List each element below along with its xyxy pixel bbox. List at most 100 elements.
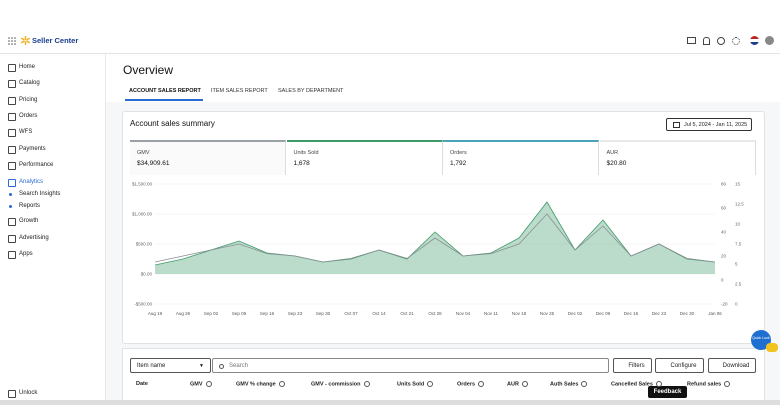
- nav-item[interactable]: Orders: [19, 112, 38, 119]
- search-placeholder: Search: [229, 363, 249, 369]
- nav-subitem[interactable]: Reports: [19, 202, 41, 209]
- y3-tick-label: 12.5: [735, 202, 744, 207]
- metric-value: 1,792: [450, 160, 467, 167]
- column-header[interactable]: GMV: [190, 381, 212, 387]
- x-tick-label: Sep 02: [204, 311, 219, 316]
- y2-tick-label: -20: [721, 302, 728, 307]
- avatar[interactable]: [765, 36, 774, 45]
- y3-tick-label: 2.5: [735, 282, 742, 287]
- column-header[interactable]: Refund sales: [687, 381, 731, 387]
- column-label: Auth Sales: [550, 381, 579, 388]
- settings-icon[interactable]: [732, 37, 740, 45]
- column-header[interactable]: Orders: [457, 381, 485, 388]
- metric-value: $34,909.61: [137, 160, 170, 167]
- metric-card[interactable]: Orders 1,792: [443, 140, 599, 175]
- column-header[interactable]: GMV % change: [236, 381, 285, 387]
- nav-item[interactable]: Pricing: [19, 96, 38, 103]
- nav-icon: [8, 218, 16, 226]
- metric-card[interactable]: Units Sold 1,678: [286, 140, 443, 175]
- y-tick-label: $500.00: [136, 242, 153, 247]
- nav-dot: [9, 192, 12, 196]
- info-icon: [581, 381, 588, 387]
- feedback-button[interactable]: Feedback: [648, 386, 687, 398]
- locale-flag[interactable]: [750, 36, 759, 45]
- y-tick-label: $1,000.00: [132, 212, 153, 217]
- y3-tick-label: 5: [735, 262, 738, 267]
- y3-tick-label: 10: [735, 222, 741, 227]
- x-tick-label: Sep 09: [232, 311, 247, 316]
- column-label: Cancelled Sales: [611, 381, 653, 388]
- info-icon: [278, 381, 285, 387]
- x-tick-label: Aug 19: [148, 311, 163, 316]
- lock-icon: [8, 390, 16, 398]
- column-header[interactable]: Auth Sales: [550, 381, 588, 388]
- nav-icon: [8, 97, 16, 105]
- mail-icon[interactable]: [687, 37, 696, 44]
- tab[interactable]: SALES BY DEPARTMENT: [278, 88, 344, 94]
- main-header: [106, 54, 780, 102]
- nav-item[interactable]: Advertising: [19, 234, 49, 241]
- x-tick-label: Dec 16: [624, 311, 639, 316]
- apps-icon[interactable]: [8, 37, 16, 45]
- x-tick-label: Sep 30: [316, 311, 331, 316]
- download-button[interactable]: Download: [708, 358, 756, 373]
- nav-item[interactable]: Apps: [19, 250, 33, 257]
- x-tick-label: Nov 11: [484, 311, 498, 316]
- nav-item[interactable]: Analytics: [19, 178, 44, 185]
- tab-underline: [125, 99, 203, 101]
- x-tick-label: Nov 18: [512, 311, 527, 316]
- nav-icon: [8, 113, 16, 121]
- metric-label: AUR: [606, 150, 619, 156]
- nav-footer[interactable]: Unlock: [19, 389, 38, 396]
- column-label: AUR: [507, 381, 519, 388]
- y-tick-label: $1,500.00: [132, 182, 153, 187]
- y2-tick-label: 60: [721, 206, 727, 211]
- column-label: Units Sold: [397, 381, 425, 388]
- date-range: Jul 5, 2024 - Jan 11, 2025: [684, 121, 748, 128]
- x-tick-label: Dec 23: [652, 311, 667, 316]
- column-header[interactable]: Cancelled Sales: [611, 381, 662, 387]
- x-tick-label: Jan 06: [708, 311, 722, 316]
- configure-button[interactable]: Configure: [655, 358, 704, 373]
- series-line: [154, 213, 716, 263]
- metric-card[interactable]: AUR $20.80: [599, 140, 756, 175]
- column-header[interactable]: GMV - commission: [311, 381, 370, 387]
- nav-item[interactable]: Performance: [19, 161, 54, 168]
- nav-item[interactable]: WFS: [19, 128, 33, 135]
- nav-dot: [9, 204, 12, 208]
- column-label: GMV: [190, 381, 203, 388]
- search-box[interactable]: Search: [212, 358, 609, 373]
- metric-label: Units Sold: [293, 150, 319, 156]
- metric-card[interactable]: GMV $34,909.61: [130, 140, 286, 175]
- nav-item[interactable]: Payments: [19, 145, 46, 152]
- column-label: Orders: [457, 381, 476, 388]
- bell-icon[interactable]: [703, 37, 710, 45]
- tab[interactable]: ACCOUNT SALES REPORT: [129, 88, 201, 94]
- date-picker[interactable]: Jul 5, 2024 - Jan 11, 2025: [666, 118, 752, 131]
- nav-item[interactable]: Growth: [19, 217, 39, 224]
- item-filter[interactable]: Item name ▼: [130, 358, 211, 373]
- nav-icon: [8, 251, 16, 259]
- x-tick-label: Oct 07: [344, 311, 358, 316]
- series-line: [154, 201, 716, 266]
- help-icon[interactable]: [717, 37, 725, 45]
- column-label: GMV % change: [236, 381, 276, 388]
- tab[interactable]: ITEM SALES REPORT: [211, 88, 268, 94]
- nav-subitem[interactable]: Search Insights: [19, 190, 61, 197]
- nav-item[interactable]: Home: [19, 63, 36, 70]
- info-icon: [724, 381, 731, 387]
- metric-value: 1,678: [293, 160, 310, 167]
- nav-item[interactable]: Catalog: [19, 79, 40, 86]
- logo[interactable]: Seller Center: [32, 36, 79, 45]
- column-header[interactable]: AUR: [507, 381, 528, 387]
- filters-button[interactable]: Filters: [613, 358, 652, 373]
- info-icon: [205, 381, 212, 387]
- column-header[interactable]: Date: [136, 381, 148, 387]
- search-icon: [219, 364, 224, 369]
- x-tick-label: Nov 25: [540, 311, 555, 316]
- info-icon: [655, 381, 662, 387]
- y3-tick-label: 15: [735, 182, 741, 187]
- column-header[interactable]: Units Sold: [397, 381, 434, 388]
- x-tick-label: Dec 09: [596, 311, 611, 316]
- x-tick-label: Oct 28: [428, 311, 442, 316]
